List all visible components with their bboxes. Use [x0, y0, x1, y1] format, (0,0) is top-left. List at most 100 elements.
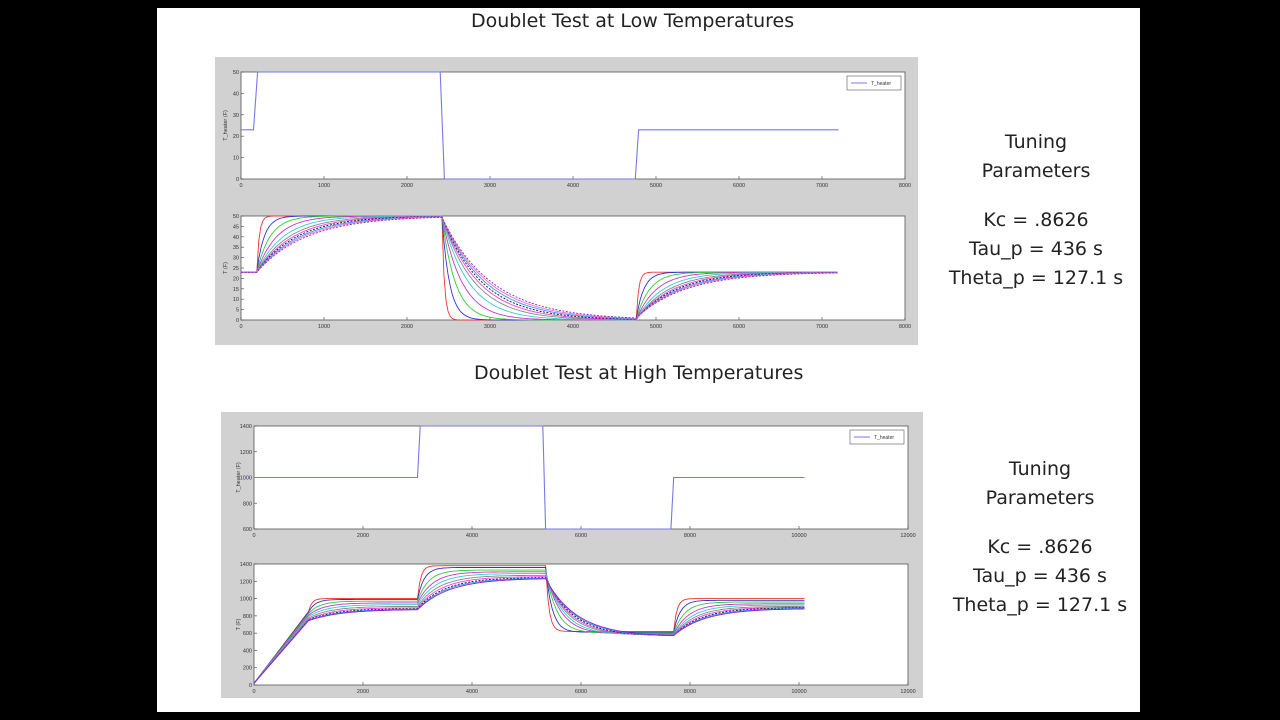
- low-temp-figure: 0 1000 2000 3000 4000 5000 6000 7000 8000 0 10 20 30…: [215, 57, 918, 345]
- legend-label: T_heater: [871, 81, 891, 87]
- series-line: [241, 215, 838, 321]
- series-line: [253, 574, 805, 684]
- x-tick-label: 4000: [567, 183, 579, 189]
- tau-value: Tau_p = 436 s: [969, 238, 1103, 260]
- tuning-heading-2: Parameters: [981, 160, 1091, 182]
- y-tick-label: 5: [236, 308, 239, 314]
- x-tick-label: 2000: [357, 533, 369, 539]
- x-tick-label: 2000: [357, 689, 369, 695]
- x-tick-label: 8000: [684, 689, 696, 695]
- x-tick-label: 0: [252, 689, 255, 695]
- slide: Doublet Test at Low Temperatures 0 1000 20…: [157, 8, 1140, 712]
- x-tick-label: 6000: [733, 324, 745, 330]
- series-line: [253, 578, 805, 684]
- plot-area: [240, 215, 906, 321]
- x-tick-label: 2000: [401, 324, 413, 330]
- series-line: [253, 573, 805, 684]
- y-tick-label: 0: [236, 177, 239, 183]
- x-tick-label: 4000: [466, 533, 478, 539]
- high-temp-response-plot: 0 2000 4000 6000 8000 10000 12000 0 200 400 600 800…: [236, 562, 916, 695]
- y-tick-label: 1200: [240, 450, 252, 456]
- series-line: [254, 425, 805, 530]
- y-tick-label: 20: [233, 276, 239, 282]
- y-tick-label: 200: [243, 666, 252, 672]
- y-tick-label: 1400: [240, 562, 252, 568]
- y-tick-label: 10: [233, 156, 239, 162]
- x-tick-label: 0: [239, 324, 242, 330]
- y-axis-label: T (F): [236, 618, 242, 630]
- low-temp-heater-plot: 0 1000 2000 3000 4000 5000 6000 7000 8000 0 10 20 30…: [223, 70, 911, 189]
- x-tick-label: 5000: [650, 183, 662, 189]
- y-tick-label: 30: [233, 256, 239, 262]
- y-tick-label: 50: [233, 214, 239, 220]
- x-tick-label: 12000: [900, 533, 915, 539]
- series-line: [241, 216, 838, 320]
- y-tick-label: 0: [249, 683, 252, 689]
- tuning-heading-1: Tuning: [1008, 458, 1072, 480]
- y-tick-label: 600: [243, 527, 252, 533]
- theta-value: Theta_p = 127.1 s: [948, 267, 1124, 289]
- low-temp-response-plot: 0 1000 2000 3000 4000 5000 6000 7000 8000 0 5 10 15 2…: [223, 214, 911, 330]
- low-temp-title: Doublet Test at Low Temperatures: [471, 10, 795, 32]
- x-tick-label: 3000: [484, 183, 496, 189]
- series-line: [241, 216, 838, 319]
- series-line: [241, 216, 838, 319]
- x-tick-label: 8000: [899, 324, 911, 330]
- y-tick-label: 15: [233, 287, 239, 293]
- y-tick-label: 35: [233, 245, 239, 251]
- high-temp-heater-plot: 0 2000 4000 6000 8000 10000 12000 600 800 1000 120…: [236, 424, 916, 539]
- x-tick-label: 10000: [791, 689, 806, 695]
- y-axis-label: T_heater (F): [223, 110, 229, 141]
- series-line: [253, 569, 805, 684]
- y-tick-label: 1200: [240, 579, 252, 585]
- series-line: [241, 216, 838, 320]
- y-tick-label: 800: [243, 501, 252, 507]
- y-tick-label: 600: [243, 631, 252, 637]
- x-tick-label: 8000: [899, 183, 911, 189]
- x-tick-label: 12000: [900, 689, 915, 695]
- series-line: [241, 71, 839, 180]
- tuning-heading-1: Tuning: [1004, 131, 1068, 153]
- x-tick-label: 4000: [567, 324, 579, 330]
- x-tick-label: 5000: [650, 324, 662, 330]
- x-tick-label: 7000: [816, 324, 828, 330]
- legend-label: T_heater: [874, 435, 894, 441]
- x-tick-label: 8000: [684, 533, 696, 539]
- y-axis-label: T_heater (F): [236, 462, 242, 493]
- y-axis-label: T (F): [223, 262, 229, 274]
- x-tick-label: 2000: [401, 183, 413, 189]
- y-tick-label: 25: [233, 266, 239, 272]
- series-line: [253, 571, 805, 684]
- theta-value: Theta_p = 127.1 s: [952, 594, 1128, 616]
- y-tick-label: 30: [233, 113, 239, 119]
- x-tick-label: 1000: [318, 183, 330, 189]
- plot-area: [253, 563, 909, 686]
- y-tick-label: 800: [243, 614, 252, 620]
- series-line: [241, 215, 838, 320]
- high-temp-figure: 0 2000 4000 6000 8000 10000 12000 600 800 1000 120…: [221, 412, 923, 698]
- y-tick-label: 50: [233, 70, 239, 76]
- kc-value: Kc = .8626: [987, 536, 1093, 558]
- x-tick-label: 0: [252, 533, 255, 539]
- series-line: [241, 215, 838, 321]
- y-tick-label: 400: [243, 648, 252, 654]
- y-tick-label: 0: [236, 318, 239, 324]
- series-line: [253, 567, 805, 684]
- series-line: [241, 215, 838, 321]
- x-tick-label: 6000: [575, 533, 587, 539]
- x-tick-label: 7000: [816, 183, 828, 189]
- legend: T_heater: [846, 75, 902, 91]
- y-tick-label: 20: [233, 134, 239, 140]
- high-temp-title: Doublet Test at High Temperatures: [474, 362, 804, 384]
- plot-area: [240, 71, 906, 180]
- high-temp-tuning-params: Tuning Parameters Kc = .8626 Tau_p = 436…: [940, 455, 1140, 620]
- y-tick-label: 40: [233, 91, 239, 97]
- y-tick-label: 1000: [240, 597, 252, 603]
- series-line: [253, 565, 805, 684]
- kc-value: Kc = .8626: [983, 209, 1089, 231]
- x-tick-label: 4000: [466, 689, 478, 695]
- y-tick-label: 40: [233, 235, 239, 241]
- x-tick-label: 3000: [484, 324, 496, 330]
- low-temp-tuning-params: Tuning Parameters Kc = .8626 Tau_p = 436…: [936, 128, 1136, 293]
- x-tick-label: 0: [239, 183, 242, 189]
